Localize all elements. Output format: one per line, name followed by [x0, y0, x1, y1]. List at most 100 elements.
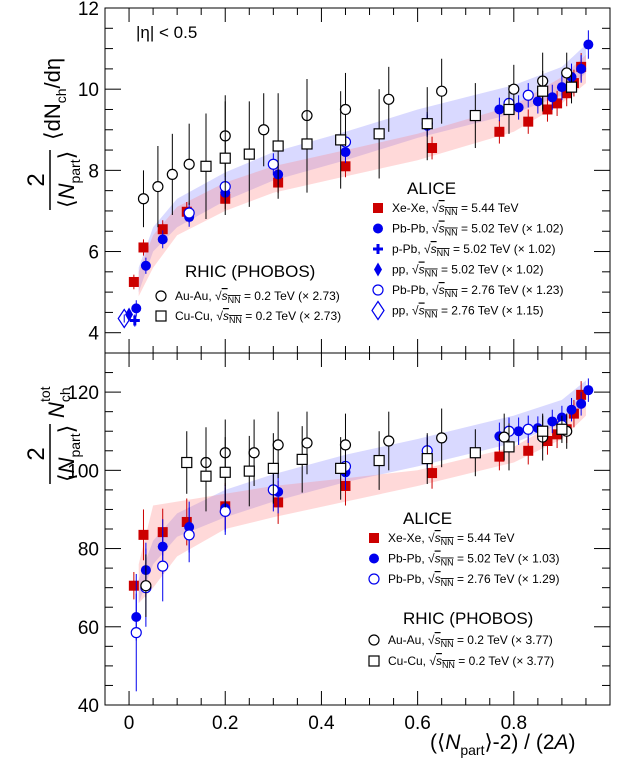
x-label-pre: (⟨: [430, 731, 445, 754]
data-point: [436, 432, 448, 444]
data-point: [137, 193, 150, 205]
legend-marker: [373, 203, 383, 213]
legend-label: Xe-Xe, √sNN = 5.44 TeV: [388, 531, 514, 547]
x-label-end: ): [569, 731, 576, 754]
data-point: [335, 134, 347, 146]
data-point: [556, 82, 567, 93]
top-rhic-entries: Au-Au, √sNN = 0.2 TeV (× 2.73) Cu-Cu, √sN…: [155, 289, 341, 325]
data-point: [258, 124, 270, 136]
x-label-a: A: [553, 731, 569, 754]
top-legend: ALICE Xe-Xe, √sNN = 5.44 TeV Pb-Pb, √sNN …: [155, 179, 563, 325]
data-point: [243, 148, 255, 160]
bottom-y-quantity: Nch: [44, 387, 73, 418]
data-point: [383, 435, 395, 447]
top-y-frac-den: ⟨Npart⟩: [54, 151, 83, 208]
series-4: [181, 415, 568, 512]
legend-marker: [372, 284, 384, 296]
top-alice-title: ALICE: [407, 179, 456, 198]
data-point: [335, 462, 347, 474]
legend-marker: [155, 310, 167, 322]
data-point: [373, 128, 385, 140]
legend-label: Au-Au, √sNN = 0.2 TeV (× 2.73): [175, 289, 340, 305]
data-point: [503, 441, 515, 453]
legend-entry: Pb-Pb, √sNN = 5.02 TeV (× 1.03): [369, 552, 559, 568]
legend-marker: [374, 262, 382, 277]
top-y-den-n: N: [54, 183, 79, 199]
top-y-frac-num: 2: [23, 173, 50, 186]
legend-marker: [373, 223, 383, 234]
data-point: [267, 462, 279, 474]
top-points: [117, 30, 594, 329]
x-tick-label: 0: [124, 713, 135, 734]
data-point: [537, 425, 549, 437]
data-point: [340, 161, 351, 172]
y-tick-label: 40: [78, 696, 99, 717]
data-point: [152, 180, 164, 193]
data-point: [301, 138, 313, 150]
legend-entry: Cu-Cu, √sNN = 0.2 TeV (× 2.73): [155, 309, 341, 325]
y-tick-label: 60: [78, 618, 99, 639]
bottom-alice-title: ALICE: [403, 509, 452, 528]
data-point: [140, 580, 152, 592]
bottom-y-sup: tot: [37, 386, 53, 402]
data-point: [183, 529, 195, 541]
bottom-y-frac-den: ⟨Npart⟩: [54, 425, 83, 482]
data-point: [494, 451, 505, 462]
bottom-points: [128, 378, 594, 692]
data-point: [267, 158, 279, 170]
y-tick-label: 120: [67, 383, 99, 404]
legend-entry: Au-Au, √sNN = 0.2 TeV (× 2.73): [155, 289, 340, 305]
series-2: [129, 314, 140, 327]
data-point: [427, 468, 438, 479]
data-point: [181, 516, 192, 527]
top-y-tail: /dη: [40, 58, 65, 89]
legend-label: Au-Au, √sNN = 0.2 TeV (× 3.77): [388, 633, 553, 649]
x-label-sub: part: [460, 742, 484, 758]
y-tick-label: 10: [78, 80, 99, 101]
x-axis-label: (⟨Npart⟩-2) / (2A): [430, 731, 576, 758]
legend-label: Xe-Xe, √sNN = 5.44 TeV: [392, 201, 518, 217]
data-point: [427, 143, 438, 154]
data-point: [556, 423, 568, 435]
data-point: [522, 423, 534, 435]
y-tick-label: 6: [88, 243, 99, 264]
legend-entry: Xe-Xe, √sNN = 5.44 TeV: [369, 531, 514, 547]
x-tick-label: 0.4: [308, 713, 335, 734]
data-point: [183, 158, 195, 170]
data-point: [117, 308, 131, 329]
legend-marker: [368, 655, 380, 667]
top-y-quantity: ⟨dNch/dη: [40, 58, 69, 140]
top-bands: [138, 44, 586, 297]
top-rhic-title: RHIC (PHOBOS): [185, 262, 315, 281]
data-point: [128, 580, 139, 591]
data-point: [157, 224, 168, 235]
legend-entry: Pb-Pb, √sNN = 2.76 TeV (× 1.29): [368, 572, 559, 588]
y-tick-label: 80: [78, 540, 99, 561]
legend-label: Pb-Pb, √sNN = 2.76 TeV (× 1.23): [392, 283, 563, 299]
legend-entry: Xe-Xe, √sNN = 5.44 TeV: [373, 201, 518, 217]
top-y-label: 2 ⟨Npart⟩ ⟨dNch/dη: [23, 58, 83, 210]
data-point: [157, 560, 169, 572]
data-point: [125, 307, 134, 322]
legend-marker: [369, 553, 379, 564]
data-point: [523, 116, 534, 127]
legend-marker: [369, 533, 379, 543]
x-label-post: ⟩-2) / (2: [484, 731, 554, 754]
top-y-main: dN: [40, 103, 65, 131]
data-point: [128, 276, 139, 287]
bottom-alice-entries: Xe-Xe, √sNN = 5.44 TeV Pb-Pb, √sNN = 5.02…: [368, 531, 559, 588]
band-0: [138, 380, 586, 604]
data-point: [565, 81, 578, 93]
top-y-sub: ch: [53, 88, 69, 103]
legend-label: pp, √sNN = 2.76 TeV (× 1.15): [392, 304, 543, 320]
data-point: [508, 83, 520, 95]
y-tick-label: 100: [67, 461, 99, 482]
bottom-y-frac-num: 2: [23, 447, 50, 460]
legend-label: Pb-Pb, √sNN = 2.76 TeV (× 1.29): [388, 572, 559, 588]
bottom-ticks: 40 60 80 100 120 0 0.2 0.4 0.6 0.8: [67, 352, 611, 734]
legend-label: pp, √sNN = 5.02 TeV (× 1.02): [392, 263, 543, 279]
data-point: [436, 85, 448, 97]
data-point: [469, 109, 481, 122]
data-point: [469, 447, 481, 459]
